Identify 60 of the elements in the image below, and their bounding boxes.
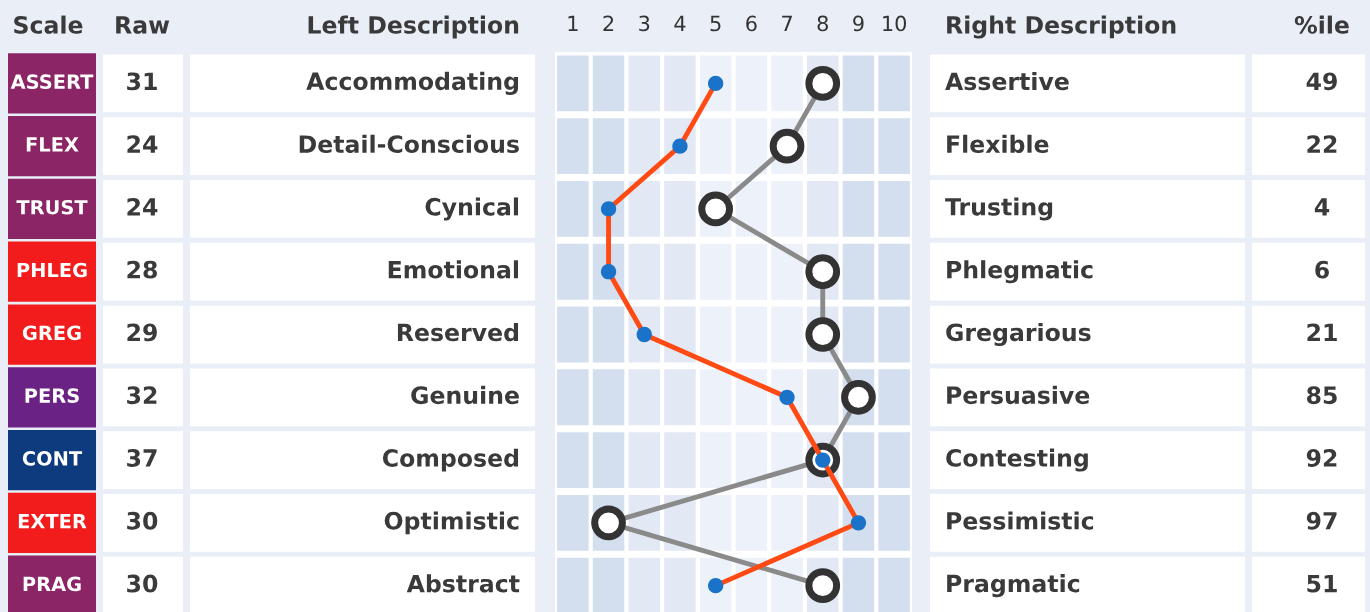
y2-tick-label: Persuasive (947, 385, 1090, 405)
text: %ile (1294, 15, 1349, 34)
y2-tick-label: Assertive (945, 71, 1069, 91)
text: 49 (1306, 72, 1337, 91)
text: PERS (25, 388, 79, 403)
text: 6 (1315, 260, 1329, 279)
y2-tick-label: Trusting (945, 197, 1053, 221)
x-tick-label: 7 (782, 15, 792, 31)
text: Left Description (308, 15, 519, 39)
text: 29 (127, 323, 157, 342)
y-tick-label: Genuine (411, 385, 519, 405)
text: 22 (1307, 135, 1337, 153)
x-tick-label: 6 (746, 15, 757, 32)
x-tick-label: 2 (603, 15, 614, 31)
text: 92 (1306, 449, 1337, 467)
x-tick-label: 10 (883, 15, 907, 32)
y-tick-label: Optimistic (384, 511, 519, 535)
y2-tick-label: Flexible (947, 134, 1049, 154)
text: Right Description (947, 15, 1176, 39)
text: ASSERT (10, 74, 94, 90)
text: Raw (116, 16, 170, 34)
y2-tick-label: Phlegmatic (947, 260, 1093, 284)
text: 85 (1307, 386, 1337, 405)
x-tick-label: 9 (853, 15, 864, 32)
text: 51 (1307, 574, 1337, 593)
text: CONT (22, 451, 83, 466)
y2-tick-label: Contesting (946, 448, 1088, 472)
x-tick-label: 1 (568, 15, 578, 31)
text: 28 (127, 260, 157, 279)
y2-tick-label: Gregarious (946, 322, 1091, 347)
text: 24 (127, 135, 158, 153)
text: TRUST (16, 199, 88, 215)
x-tick-label: 5 (710, 15, 721, 32)
y-tick-label: Abstract (406, 574, 520, 593)
text: 30 (127, 574, 158, 593)
text: PHLEG (17, 262, 87, 278)
text: 31 (127, 72, 157, 91)
y-tick-label: Accommodating (306, 71, 519, 95)
text: 24 (127, 197, 158, 216)
text: 4 (1314, 198, 1330, 216)
y-tick-label: Detail-Conscious (299, 134, 519, 154)
y2-tick-label: Pessimistic (947, 511, 1094, 530)
text: GREG (22, 325, 81, 341)
y-tick-label: Cynical (425, 197, 519, 221)
text: Scale (14, 15, 83, 34)
text: 97 (1306, 511, 1337, 530)
y-tick-label: Emotional (388, 260, 519, 279)
text: 37 (127, 449, 157, 467)
text: FLEX (26, 137, 79, 152)
x-tick-label: 8 (817, 15, 828, 32)
text: PRAG (23, 576, 81, 592)
text: 30 (127, 511, 158, 530)
text: 32 (127, 386, 157, 405)
x-tick-label: 4 (674, 15, 686, 31)
text: 21 (1307, 323, 1337, 342)
y-tick-label: Reserved (397, 323, 519, 342)
y2-tick-label: Pragmatic (947, 574, 1080, 598)
x-tick-label: 3 (639, 15, 650, 32)
text: EXTER (18, 514, 87, 529)
y-tick-label: Composed (382, 448, 519, 472)
